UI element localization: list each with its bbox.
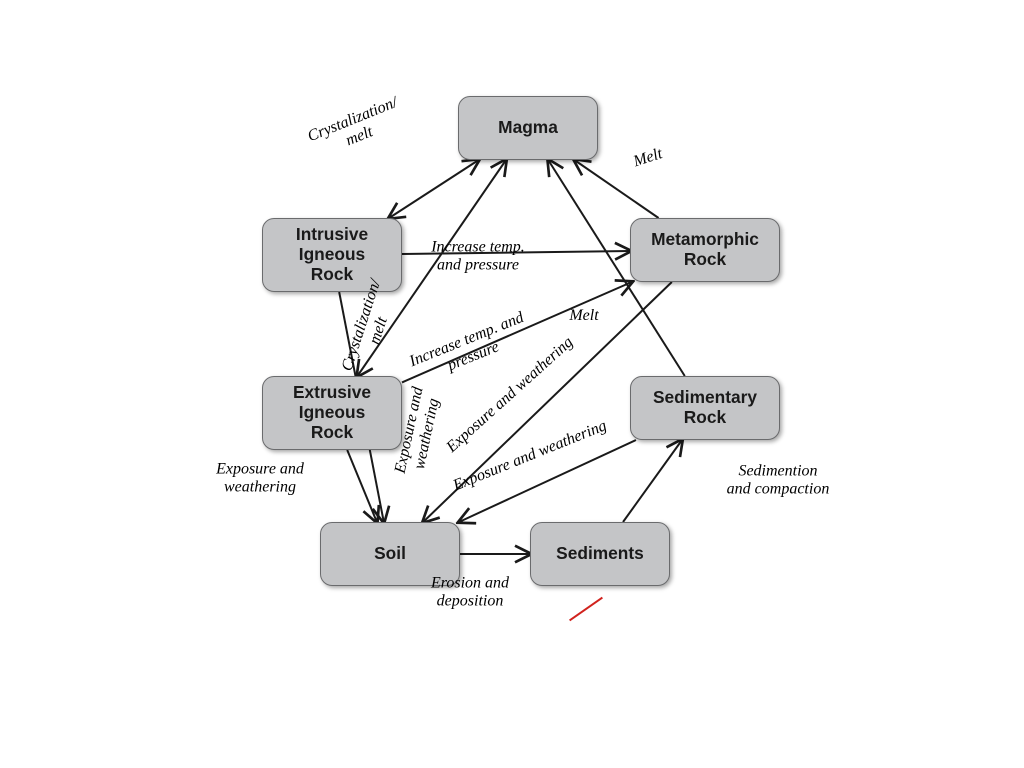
edge-label-metamorphic-magma: Melt — [631, 145, 664, 171]
edge-metamorphic-magma — [574, 160, 658, 218]
edge-label-magma-extrusive: Crystalization/melt — [339, 277, 402, 378]
edge-label-magma-intrusive: Crystalization/melt — [305, 94, 406, 162]
red-stray-mark — [569, 597, 603, 622]
node-sediments: Sediments — [530, 522, 670, 586]
edge-label-metamorphic-soil: Exposure and weathering — [443, 334, 577, 457]
edge-label-extrusive-soil: Exposure andweathering — [216, 460, 304, 495]
edge-sediments-sedimentary — [623, 440, 682, 522]
node-sedimentary: SedimentaryRock — [630, 376, 780, 440]
edge-label-sedimentary-magma: Melt — [569, 307, 598, 325]
edge-extrusive-metamorphic — [402, 282, 632, 382]
rock-cycle-diagram: Magma IntrusiveIgneousRock MetamorphicRock… — [0, 0, 1024, 768]
edge-label-sediments-sedimentary: Sedimentionand compaction — [727, 462, 830, 497]
node-metamorphic: MetamorphicRock — [630, 218, 780, 282]
node-magma: Magma — [458, 96, 598, 160]
edge-extrusive-soil — [347, 450, 377, 522]
edge-intrusive-metamorphic — [402, 251, 630, 254]
node-soil: Soil — [320, 522, 460, 586]
node-intrusive: IntrusiveIgneousRock — [262, 218, 402, 292]
edge-magma-intrusive — [389, 160, 479, 218]
edge-label-sedimentary-soil: Exposure and weathering — [451, 417, 609, 495]
edge-label-intrusive-metamorphic: Increase temp.and pressure — [431, 238, 525, 273]
node-extrusive: ExtrusiveIgneousRock — [262, 376, 402, 450]
edge-sedimentary-soil — [459, 440, 636, 522]
edge-label-extrusive-metamorphic: Increase temp. andpressure — [407, 309, 533, 387]
